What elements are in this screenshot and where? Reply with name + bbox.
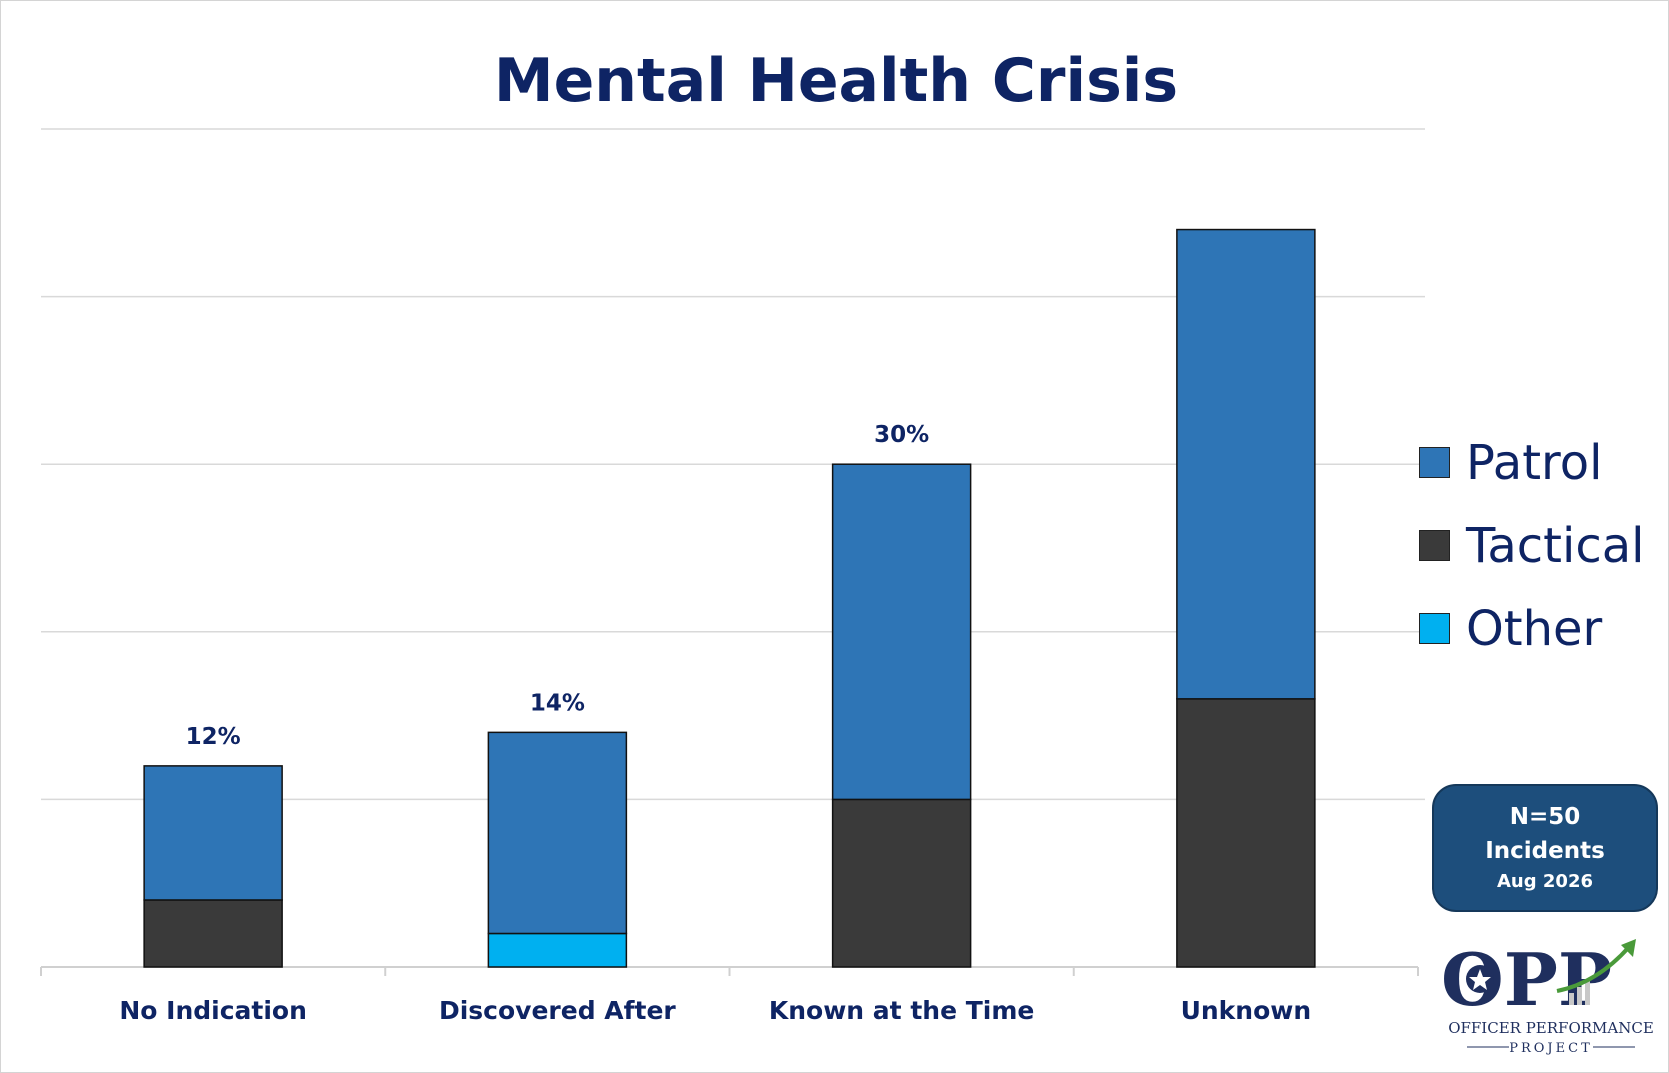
- chart-title: Mental Health Crisis: [494, 46, 1178, 116]
- data-labels: 12% 14% 30%: [186, 422, 930, 750]
- data-label: 12%: [186, 724, 241, 750]
- legend-label: Other: [1466, 600, 1603, 657]
- opp-logo: OPP OFFICER PERFORMANCE PROJECT: [1441, 937, 1654, 1056]
- legend-swatch: [1419, 447, 1450, 478]
- category-label: Discovered After: [439, 996, 676, 1025]
- growth-arrow-icon: [1556, 945, 1631, 993]
- star-icon: [1469, 969, 1491, 990]
- bar-segment-patrol: [831, 463, 972, 801]
- data-label: 14%: [530, 690, 585, 716]
- bar-segment-patrol: [487, 731, 628, 935]
- bar-segment-tactical: [1176, 698, 1316, 968]
- sample-size-badge: N=50 Incidents Aug 2026: [1432, 784, 1658, 912]
- bars: [143, 228, 1316, 968]
- legend-swatch: [1419, 530, 1450, 561]
- bar-segment-other: [487, 932, 628, 968]
- bar-segment-tactical: [143, 899, 283, 968]
- bar-segment-patrol: [143, 765, 283, 901]
- logo-project-text: PROJECT: [1509, 1041, 1593, 1056]
- legend-item-tactical: Tactical: [1419, 504, 1644, 587]
- legend-item-patrol: Patrol: [1419, 421, 1644, 504]
- category-label: No Indication: [119, 996, 307, 1025]
- legend-swatch: [1419, 613, 1450, 644]
- category-label: Known at the Time: [769, 996, 1035, 1025]
- category-label: Unknown: [1181, 996, 1312, 1025]
- arrow-head-icon: [1621, 939, 1636, 957]
- legend-label: Patrol: [1466, 434, 1603, 491]
- sample-unit-text: Incidents: [1485, 838, 1605, 864]
- sample-size-text: N=50: [1509, 804, 1581, 830]
- legend-label: Tactical: [1466, 517, 1645, 574]
- category-labels: No Indication Discovered After Known at th…: [119, 996, 1311, 1025]
- growth-bars-icon: [1569, 981, 1590, 1005]
- bar-segment-tactical: [831, 798, 972, 968]
- legend: Patrol Tactical Other: [1419, 421, 1644, 670]
- bar-segment-patrol: [1176, 228, 1316, 700]
- data-label: 30%: [874, 422, 929, 448]
- x-axis: [40, 966, 1419, 976]
- date-text: Aug 2026: [1497, 871, 1593, 892]
- legend-item-other: Other: [1419, 587, 1644, 670]
- logo-subtitle: OFFICER PERFORMANCE: [1448, 1019, 1654, 1037]
